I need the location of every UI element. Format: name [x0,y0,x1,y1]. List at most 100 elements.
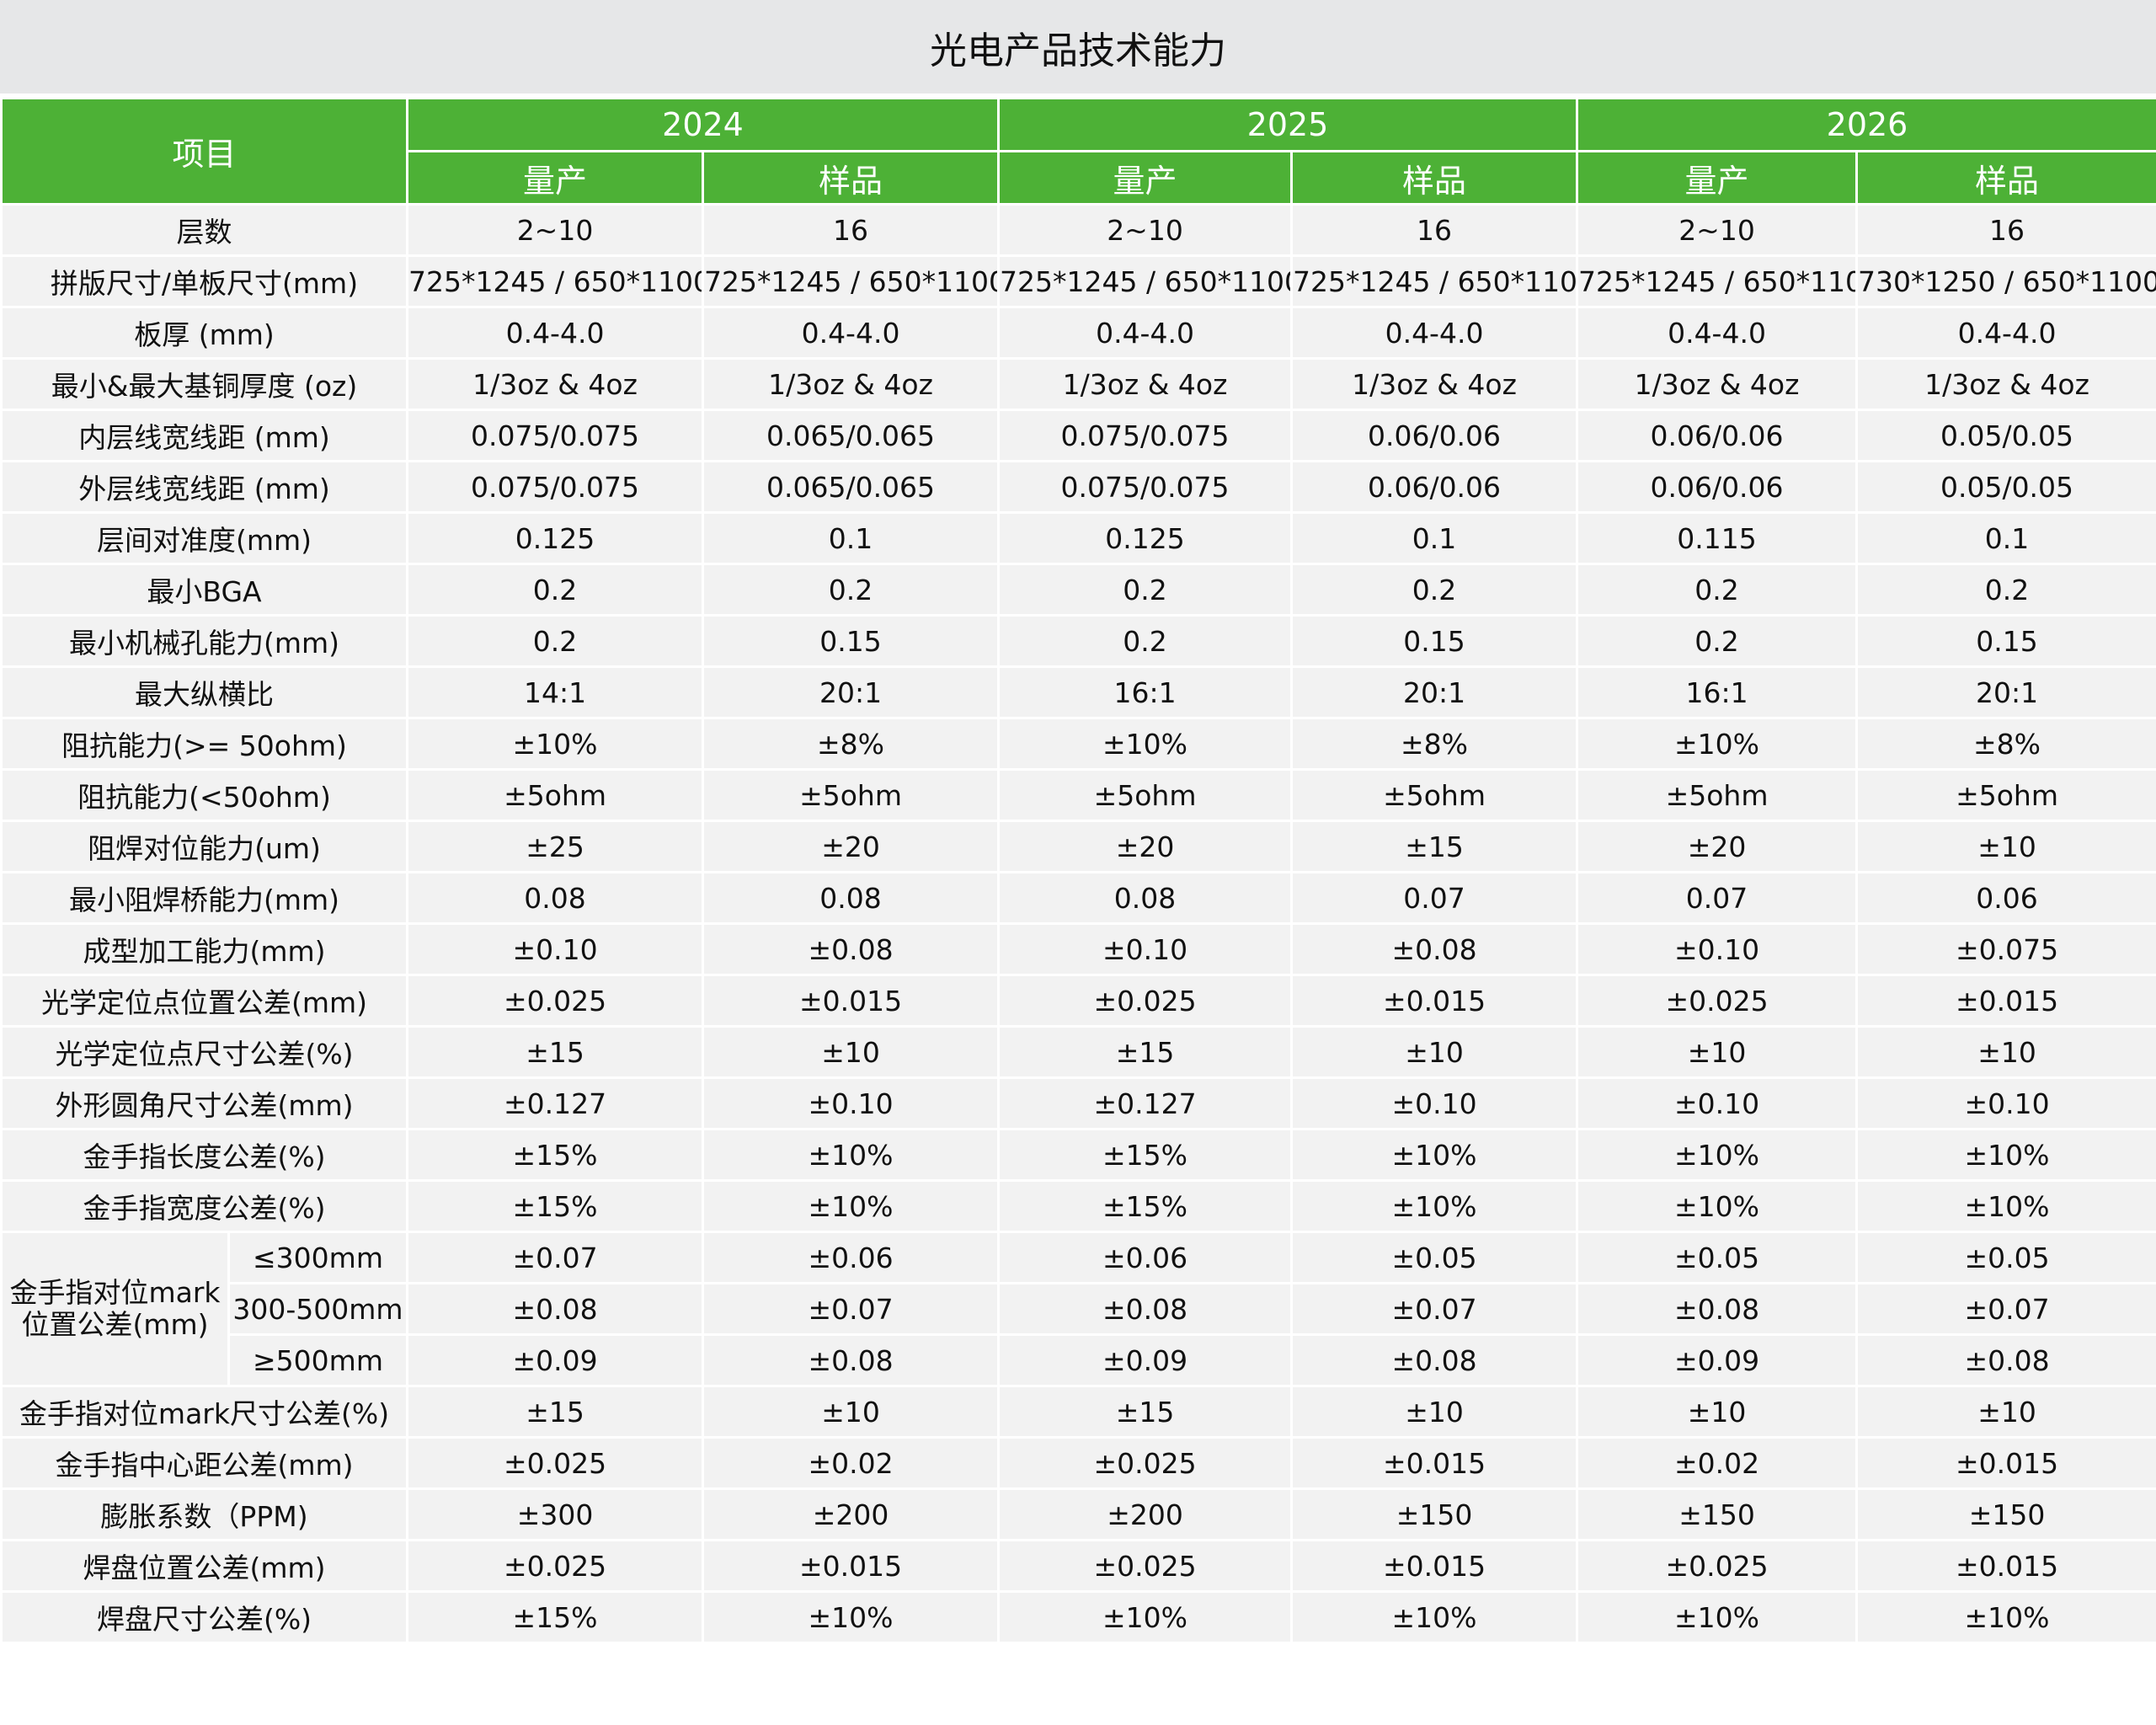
page-title: 光电产品技术能力 [0,0,2156,97]
table-cell: 0.075/0.075 [406,460,705,514]
table-cell: ±10% [1576,1128,1859,1182]
table-cell: 0.2 [702,563,1001,617]
table-cell: 2~10 [997,203,1294,257]
table-cell: ±10 [1576,1025,1859,1079]
header-sample: 样品 [1855,150,2156,206]
table-row: 光学定位点尺寸公差(%) ±15 ±10 ±15 ±10 ±10 ±10 [0,1025,2156,1079]
table-cell: 0.4-4.0 [1576,306,1859,360]
table-cell: 0.07 [1576,871,1859,925]
table-cell: ±200 [997,1487,1294,1541]
row-label: 阻抗能力(<50ohm) [0,768,409,822]
row-label: 板厚 (mm) [0,306,409,360]
table-cell: ±0.09 [1576,1333,1859,1387]
table-cell: ±0.08 [1290,1333,1579,1387]
table-cell: ±0.015 [1855,1539,2156,1593]
table-cell: ±0.08 [702,1333,1001,1387]
table-cell: ±0.10 [1576,922,1859,976]
table-cell: ±0.075 [1855,922,2156,976]
table-row: 最小机械孔能力(mm) 0.2 0.15 0.2 0.15 0.2 0.15 [0,614,2156,668]
table-cell: ±10 [1855,1385,2156,1439]
table-cell: ±15% [997,1179,1294,1233]
table-cell: 0.075/0.075 [997,460,1294,514]
table-cell: ±8% [702,717,1001,771]
table-cell: 0.4-4.0 [406,306,705,360]
row-label: 最大纵横比 [0,665,409,719]
table-cell: ±0.02 [1576,1436,1859,1490]
table-row: 金手指长度公差(%) ±15% ±10% ±15% ±10% ±10% ±10% [0,1128,2156,1182]
table-cell: ±0.06 [997,1231,1294,1284]
table-cell: ±15% [406,1590,705,1644]
header-year-2025: 2025 [997,97,1579,152]
header-year-2024: 2024 [406,97,1001,152]
table-cell: 1/3oz & 4oz [1290,357,1579,411]
table-cell: ±8% [1290,717,1579,771]
row-label: 金手指宽度公差(%) [0,1179,409,1233]
row-label: 层数 [0,203,409,257]
table-cell: 725*1245 / 650*1100 [1290,254,1579,308]
table-row: ≥500mm ±0.09 ±0.08 ±0.09 ±0.08 ±0.09 ±0.08 [2,1333,2156,1387]
table-cell: 0.075/0.075 [997,409,1294,462]
table-cell: ±0.10 [702,1076,1001,1130]
header-mass-production: 量产 [406,150,705,206]
table-cell: ±10% [1290,1590,1579,1644]
table-row: 光学定位点位置公差(mm) ±0.025 ±0.015 ±0.025 ±0.015 ±0.… [0,974,2156,1028]
row-label: 外层线宽线距 (mm) [0,460,409,514]
header-sample: 样品 [1290,150,1579,206]
row-group-label: 金手指对位mark位置公差(mm) [0,1231,230,1387]
table-cell: ±0.08 [1855,1333,2156,1387]
table-cell: 0.075/0.075 [406,409,705,462]
row-label: 最小机械孔能力(mm) [0,614,409,668]
table-row: 金手指对位mark位置公差(mm) ≤300mm ±0.07 ±0.06 ±0.06 ±0… [0,1231,2156,1387]
table-row: 外形圆角尺寸公差(mm) ±0.127 ±0.10 ±0.127 ±0.10 ±0.10 ±… [0,1076,2156,1130]
table-cell: ±0.015 [1855,974,2156,1028]
table-cell: ±0.08 [997,1282,1294,1336]
table-cell: ±0.10 [1576,1076,1859,1130]
table-row: 阻抗能力(<50ohm) ±5ohm ±5ohm ±5ohm ±5ohm ±5ohm ±5o… [0,768,2156,822]
table-cell: 725*1245 / 650*1100 [1576,254,1859,308]
table-cell: ±0.015 [1290,1539,1579,1593]
table-cell: ±10% [997,717,1294,771]
table-row: 金手指中心距公差(mm) ±0.025 ±0.02 ±0.025 ±0.015 ±0.02… [0,1436,2156,1490]
table-cell: ±5ohm [1855,768,2156,822]
table-cell: ±0.08 [1290,922,1579,976]
table-cell: 16 [1855,203,2156,257]
table-cell: ±15 [406,1385,705,1439]
table-row: 阻焊对位能力(um) ±25 ±20 ±20 ±15 ±20 ±10 [0,820,2156,873]
table-cell: ±10 [1855,820,2156,873]
table-row: 焊盘位置公差(mm) ±0.025 ±0.015 ±0.025 ±0.015 ±0.025… [0,1539,2156,1593]
table-cell: 1/3oz & 4oz [702,357,1001,411]
table-cell: ±5ohm [1290,768,1579,822]
table-cell: ±0.09 [997,1333,1294,1387]
table-cell: ±10 [1576,1385,1859,1439]
table-cell: 0.08 [997,871,1294,925]
row-label: 光学定位点位置公差(mm) [0,974,409,1028]
row-label: 金手指中心距公差(mm) [0,1436,409,1490]
table-cell: ±300 [406,1487,705,1541]
table-cell: ±0.10 [997,922,1294,976]
table-cell: ±10% [1576,1590,1859,1644]
table-cell: 14:1 [406,665,705,719]
table-cell: ±0.09 [406,1333,705,1387]
table-cell: ±10% [406,717,705,771]
table-cell: 1/3oz & 4oz [997,357,1294,411]
table-cell: 730*1250 / 650*1100 [1855,254,2156,308]
table-cell: 1/3oz & 4oz [1576,357,1859,411]
header-sample: 样品 [702,150,1001,206]
table-cell: 0.15 [1855,614,2156,668]
table-cell: ±8% [1855,717,2156,771]
table-cell: 20:1 [1290,665,1579,719]
row-label: 阻抗能力(>= 50ohm) [0,717,409,771]
table-cell: ±10 [702,1385,1001,1439]
table-row: 最大纵横比 14:1 20:1 16:1 20:1 16:1 20:1 [0,665,2156,719]
row-label: 阻焊对位能力(um) [0,820,409,873]
table-cell: ±25 [406,820,705,873]
table-cell: 0.065/0.065 [702,460,1001,514]
table-cell: 0.2 [406,614,705,668]
table-row: 成型加工能力(mm) ±0.10 ±0.08 ±0.10 ±0.08 ±0.10 ±0.07… [0,922,2156,976]
table-cell: ±15% [406,1179,705,1233]
table-cell: ±0.025 [997,974,1294,1028]
table-cell: ±0.025 [406,1539,705,1593]
table-cell: ±0.127 [406,1076,705,1130]
table-row: 层数 2~10 16 2~10 16 2~10 16 [0,203,2156,257]
table-cell: 0.125 [997,511,1294,565]
